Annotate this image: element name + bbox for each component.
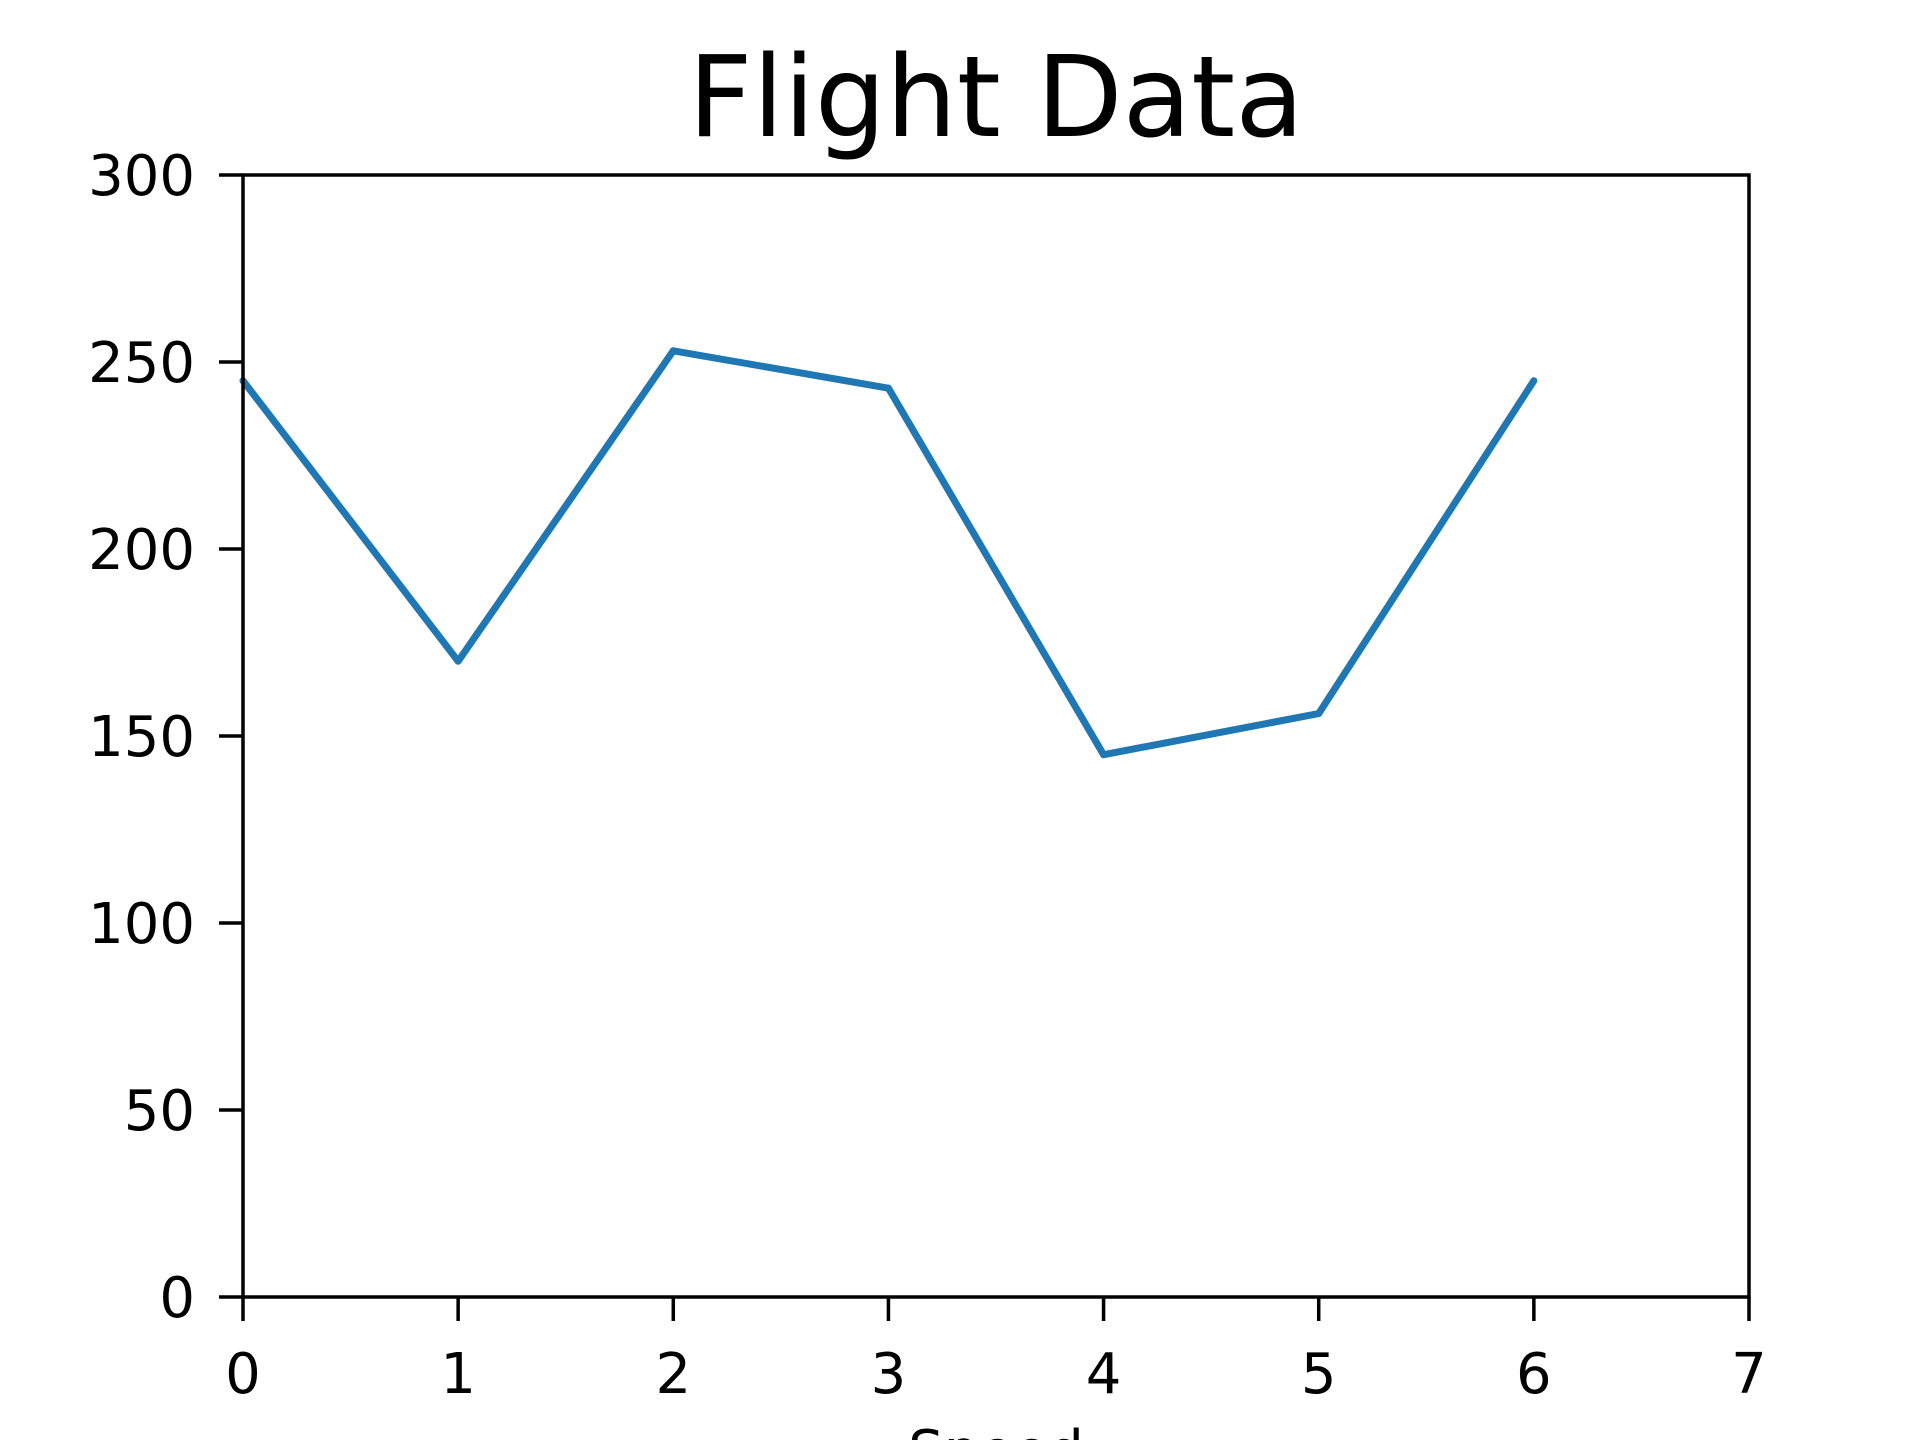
data-point	[454, 657, 462, 665]
y-tick-label: 250	[88, 331, 195, 396]
y-tick-label: 200	[88, 518, 195, 583]
x-tick-label: 7	[1731, 1342, 1767, 1407]
y-tick-label: 0	[159, 1266, 195, 1331]
data-point	[1100, 751, 1108, 759]
series-line	[240, 347, 1537, 759]
data-point	[669, 347, 677, 355]
x-tick-label: 0	[225, 1342, 261, 1407]
data-point	[1315, 710, 1323, 718]
x-tick-label: 2	[655, 1342, 691, 1407]
x-tick-label: 4	[1086, 1342, 1122, 1407]
x-tick-label: 6	[1516, 1342, 1552, 1407]
x-tick-label: 3	[871, 1342, 907, 1407]
plot-frame	[241, 173, 1751, 1299]
y-tick-label: 300	[88, 144, 195, 209]
data-points	[239, 347, 1538, 759]
y-tick-label: 50	[124, 1079, 195, 1144]
y-tick-label: 100	[88, 892, 195, 957]
y-axis-ticks: 0 50 100 150 200 250 300	[88, 144, 243, 1331]
data-point	[884, 384, 892, 392]
x-tick-label: 5	[1301, 1342, 1337, 1407]
y-tick-label: 150	[88, 705, 195, 770]
x-axis-ticks: 0 1 2 3 4 5 6 7	[225, 1297, 1767, 1407]
chart-title: Flight Data	[688, 33, 1304, 163]
x-tick-label: 1	[440, 1342, 476, 1407]
x-axis-label: Speed	[908, 1419, 1084, 1440]
data-point	[1530, 377, 1538, 385]
